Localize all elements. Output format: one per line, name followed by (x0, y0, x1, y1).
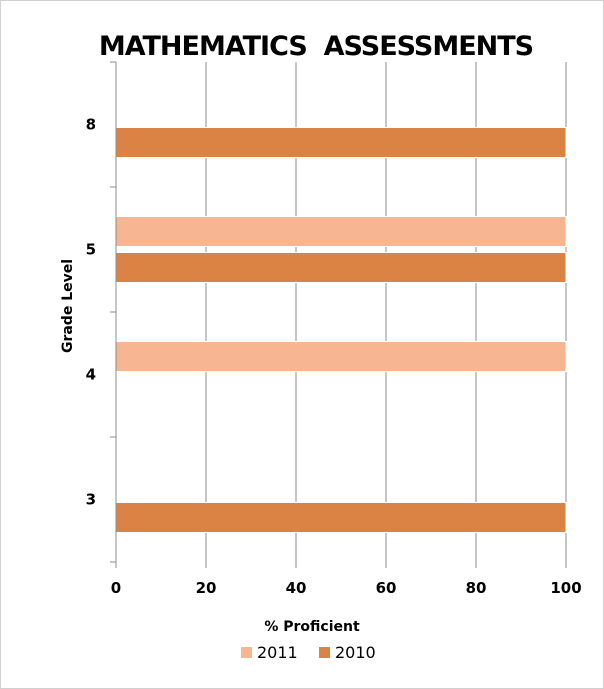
legend-swatch-2011 (241, 647, 252, 658)
x-tick-label: 60 (376, 579, 397, 597)
x-tick-label: 100 (550, 579, 581, 597)
y-tick-label: 4 (86, 366, 96, 384)
legend-label-2011: 2011 (257, 643, 298, 662)
y-tick-label: 3 (86, 491, 96, 509)
y-axis-title: Grade Level (60, 259, 76, 353)
y-tick-label: 8 (86, 116, 96, 134)
x-tick-label: 0 (111, 579, 121, 597)
bar-2010-grade-5 (115, 252, 567, 283)
bar-2011-grade-4 (115, 341, 567, 372)
bar-2010-grade-8 (115, 127, 567, 158)
axes (110, 61, 567, 568)
x-tick-label: 80 (466, 579, 487, 597)
legend: 2011 2010 (241, 643, 376, 662)
x-tick-label: 20 (196, 579, 217, 597)
bars (115, 127, 567, 533)
legend-label-2010: 2010 (335, 643, 376, 662)
y-tick-label: 5 (86, 241, 96, 259)
x-tick-label: 40 (286, 579, 307, 597)
chart-title: MATHEMATICS ASSESSMENTS (99, 31, 533, 62)
legend-swatch-2010 (319, 647, 330, 658)
x-axis-title: % Proficient (264, 619, 360, 635)
bar-2010-grade-3 (115, 502, 567, 533)
bar-2011-grade-5 (115, 216, 567, 247)
